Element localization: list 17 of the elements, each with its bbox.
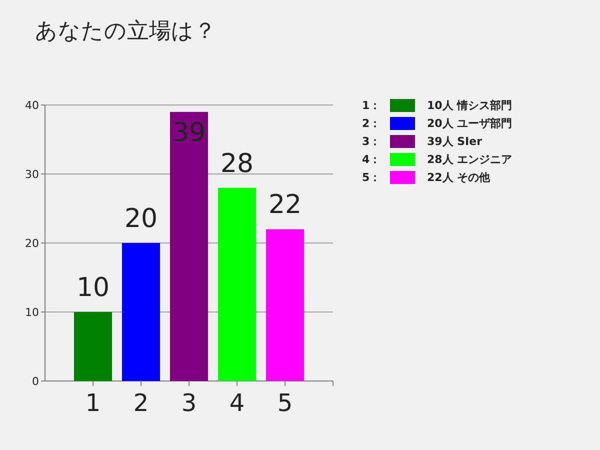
y-tick-label: 10 <box>25 306 39 319</box>
data-label: 10 <box>76 273 110 303</box>
x-tick-label: 4 <box>229 389 245 417</box>
y-tick-label: 20 <box>25 237 39 250</box>
x-tick-label: 3 <box>181 389 197 417</box>
y-tick-label: 30 <box>25 168 39 181</box>
data-label: 39 <box>172 118 206 148</box>
y-tick-label: 0 <box>32 375 39 388</box>
legend: 1： 10人 情シス部門 2： 20人 ユーザ部門 3： 39人 SIer 4： 28人 エンジニア 5： 22人 その他 <box>362 99 512 184</box>
x-tick-label: 2 <box>133 389 149 417</box>
data-label: 28 <box>220 148 254 179</box>
data-label: 20 <box>124 204 158 234</box>
y-tick-label: 40 <box>25 99 39 112</box>
x-tick-label: 1 <box>85 389 101 417</box>
chart-title: あなたの立場は？ <box>35 19 216 44</box>
x-tick-label: 5 <box>277 389 293 417</box>
data-label: 22 <box>268 190 302 220</box>
